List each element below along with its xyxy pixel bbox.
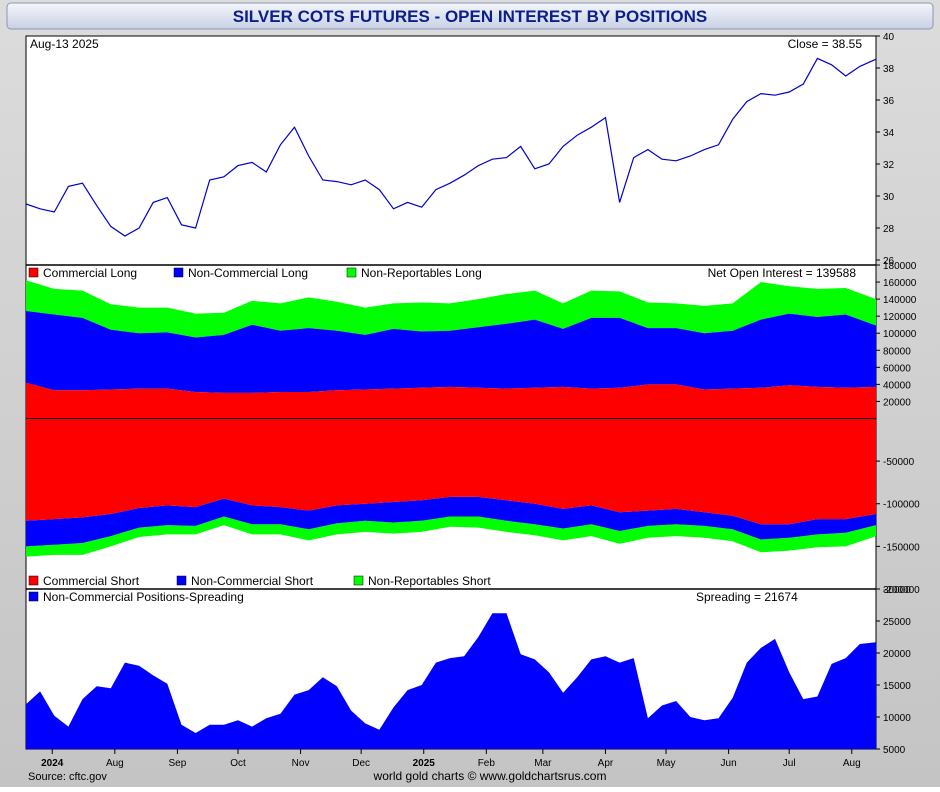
legend-long: Commercial Long Non-Commercial Long Non-…	[28, 266, 482, 280]
price-axis: 26 28 30 32 34 36 38 40	[876, 32, 895, 267]
x-tick-label: Dec	[352, 758, 370, 769]
legend-commercial-long-swatch	[28, 267, 39, 278]
net-open-interest-label: Net Open Interest = 139588	[708, 266, 857, 280]
spreading-tick-label: 15000	[883, 681, 911, 692]
x-tick-label: Aug	[106, 758, 124, 769]
x-tick-label: 2024	[41, 758, 64, 769]
legend-noncommercial-short: Non-Commercial Short	[191, 574, 314, 588]
open-interest-tick-label: -150000	[883, 542, 920, 553]
price-tick-label: 38	[883, 64, 895, 75]
x-tick-label: Aug	[843, 758, 861, 769]
price-tick-label: 26	[883, 256, 895, 267]
spreading-tick-label: 20000	[883, 649, 911, 660]
price-tick-label: 30	[883, 192, 895, 203]
spreading-tick-label: 25000	[883, 617, 911, 628]
open-interest-tick-label: 60000	[883, 363, 911, 374]
spreading-tick-label: 30000	[883, 585, 911, 596]
legend-nonreportables-long: Non-Reportables Long	[361, 266, 482, 280]
price-tick-label: 32	[883, 160, 895, 171]
open-interest-tick-label: -200000	[883, 585, 920, 596]
open-interest-tick-label: 120000	[883, 312, 917, 323]
open-interest-tick-label: -50000	[883, 457, 915, 468]
legend-noncommercial-long-swatch	[173, 267, 184, 278]
legend-spreading: Non-Commercial Positions-Spreading	[43, 590, 244, 604]
price-date-label: Aug-13 2025	[30, 37, 99, 51]
nonreportables-short-area	[26, 516, 876, 557]
x-axis: 2024 Aug Sep Oct Nov Dec 2025 Feb Mar Apr May Jun Ju…	[41, 749, 861, 769]
x-tick-label: Nov	[292, 758, 310, 769]
price-tick-label: 36	[883, 96, 895, 107]
x-tick-label: Mar	[534, 758, 552, 769]
open-interest-areas	[26, 280, 876, 557]
legend-short: Commercial Short Non-Commercial Short No…	[28, 574, 491, 588]
open-interest-tick-label: 20000	[883, 397, 911, 408]
legend-commercial-short-swatch	[28, 575, 39, 586]
legend-nonreportables-long-swatch	[346, 267, 357, 278]
legend-noncommercial-long: Non-Commercial Long	[188, 266, 308, 280]
spreading-tick-label: 5000	[883, 745, 906, 756]
legend-noncommercial-short-swatch	[176, 575, 187, 586]
legend-nonreportables-short-swatch	[353, 575, 364, 586]
open-interest-tick-label: -100000	[883, 500, 920, 511]
source-label: Source: cftc.gov	[28, 771, 107, 783]
spreading-axis: 5000 10000 15000 20000 25000 30000	[876, 585, 911, 756]
x-tick-label: 2025	[413, 758, 436, 769]
open-interest-tick-label: 160000	[883, 278, 917, 289]
spreading-value-label: Spreading = 21674	[696, 590, 798, 604]
spreading-area	[26, 613, 876, 749]
noncommercial-long-area	[26, 311, 876, 393]
legend-commercial-long: Commercial Long	[43, 266, 137, 280]
price-tick-label: 28	[883, 224, 895, 235]
open-interest-tick-label: 40000	[883, 380, 911, 391]
open-interest-axis: -200000 -150000 -100000 -50000 20000 40000 600…	[876, 261, 920, 596]
commercial-long-area	[26, 382, 876, 419]
x-tick-label: Jun	[721, 758, 737, 769]
price-series-line	[25, 57, 877, 237]
title-bar	[6, 2, 934, 30]
x-tick-label: Apr	[598, 758, 614, 769]
x-tick-label: Sep	[169, 758, 187, 769]
x-tick-label: Feb	[478, 758, 496, 769]
chart-title: SILVER COTS FUTURES - OPEN INTEREST BY P…	[233, 7, 707, 26]
spreading-tick-label: 10000	[883, 713, 911, 724]
legend-spreading-swatch	[28, 591, 39, 602]
credit-label: world gold charts © www.goldchartsrus.co…	[373, 769, 607, 783]
open-interest-tick-label: 80000	[883, 346, 911, 357]
nonreportables-long-area	[26, 280, 876, 338]
legend-commercial-short: Commercial Short	[43, 574, 140, 588]
price-close-label: Close = 38.55	[788, 37, 863, 51]
open-interest-tick-label: 180000	[883, 261, 917, 272]
price-tick-label: 34	[883, 128, 895, 139]
x-tick-label: Oct	[230, 758, 246, 769]
open-interest-tick-label: 140000	[883, 295, 917, 306]
noncommercial-short-area	[26, 496, 876, 547]
commercial-short-area	[26, 418, 876, 525]
x-tick-label: May	[657, 758, 676, 769]
price-tick-label: 40	[883, 32, 895, 43]
open-interest-tick-label: 100000	[883, 329, 917, 340]
legend-nonreportables-short: Non-Reportables Short	[368, 574, 491, 588]
x-tick-label: Jul	[783, 758, 796, 769]
